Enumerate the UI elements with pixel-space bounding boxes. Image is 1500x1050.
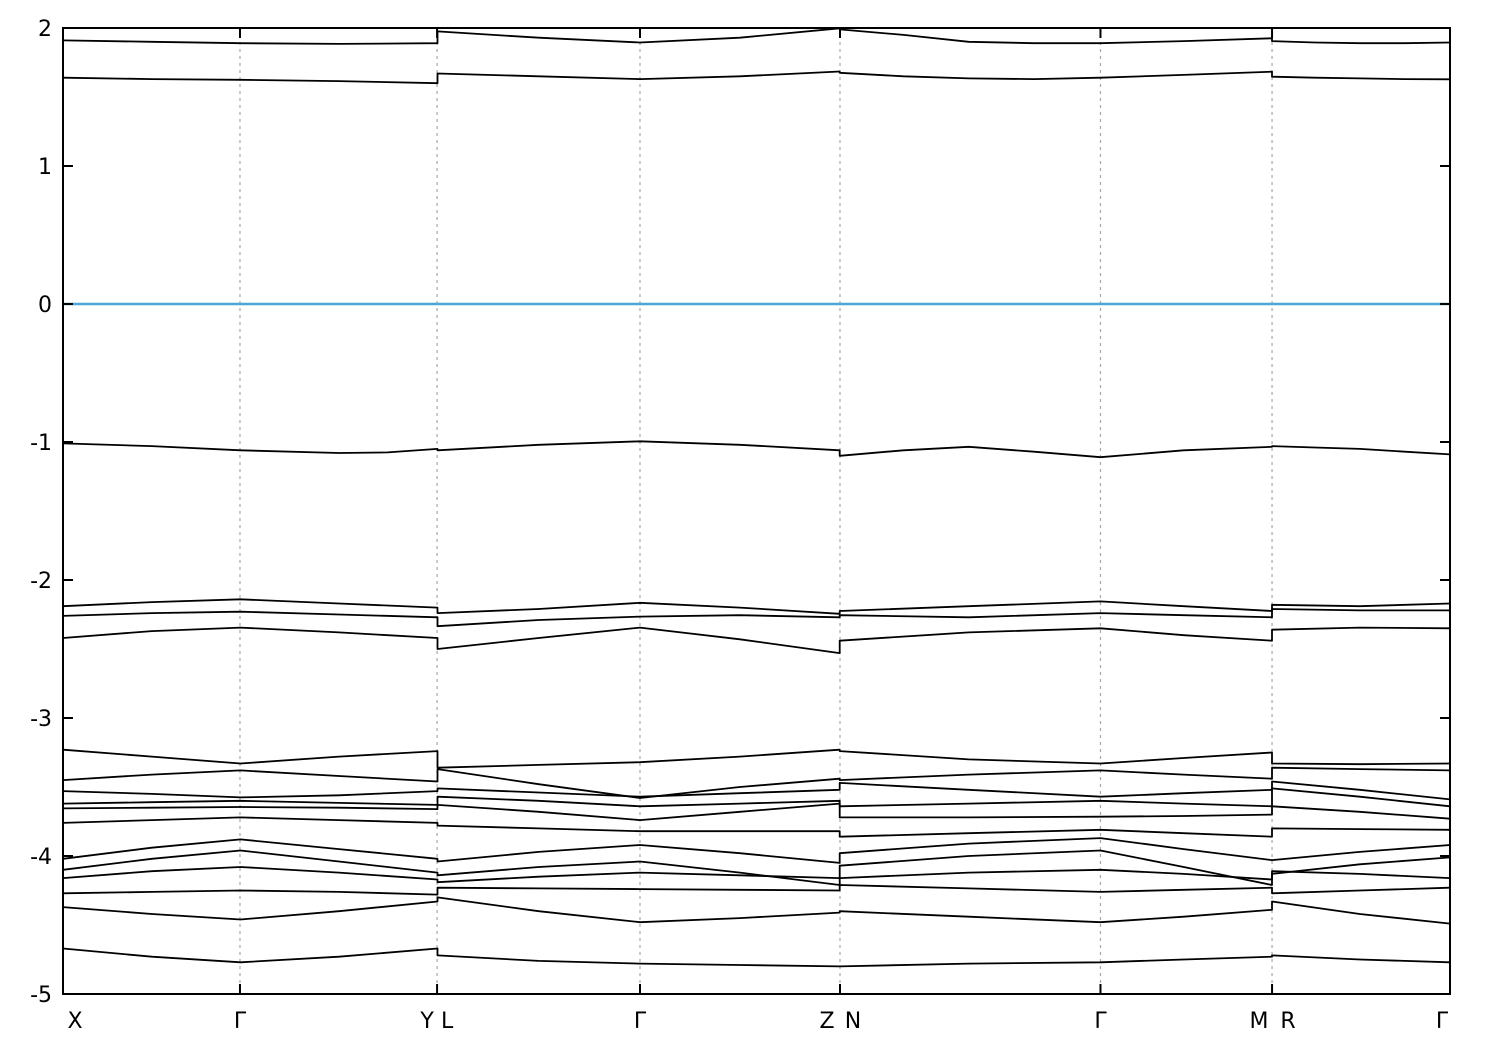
- band-line: [62, 626, 1451, 654]
- y-tick-label: 2: [38, 17, 52, 42]
- k-point-label: Γ: [234, 1009, 247, 1034]
- k-point-label: N: [845, 1009, 861, 1034]
- k-point-label: M: [1250, 1009, 1269, 1034]
- band-line: [62, 766, 1451, 799]
- band-line: [62, 896, 1451, 925]
- k-point-label: Z: [819, 1009, 834, 1034]
- k-point-label: L: [441, 1009, 454, 1034]
- y-tick-label: 1: [38, 155, 52, 180]
- y-tick-label: -2: [30, 569, 52, 594]
- band-line: [62, 837, 1451, 864]
- band-line: [62, 748, 1451, 769]
- k-point-label: X: [67, 1009, 82, 1034]
- k-point-label: Γ: [1436, 1009, 1449, 1034]
- band-line: [62, 884, 1451, 896]
- plot-border: [62, 27, 1451, 995]
- band-line: [62, 70, 1451, 85]
- band-line: [62, 849, 1451, 886]
- k-point-label: Γ: [1094, 1009, 1107, 1034]
- band-line: [62, 27, 1451, 45]
- y-tick-label: -4: [30, 845, 52, 870]
- y-tick-label: -3: [30, 707, 52, 732]
- y-tick-label: -5: [30, 983, 52, 1008]
- band-line: [62, 947, 1451, 968]
- band-line: [62, 440, 1451, 459]
- y-tick-label: 0: [38, 293, 52, 318]
- k-point-label: Y: [419, 1009, 434, 1034]
- band-line: [62, 816, 1451, 838]
- k-point-label: Γ: [634, 1009, 647, 1034]
- band-line: [62, 787, 1451, 808]
- band-line: [62, 866, 1451, 884]
- band-line: [62, 608, 1451, 628]
- y-tick-label: -1: [30, 431, 52, 456]
- band-line: [62, 802, 1451, 821]
- k-point-label: R: [1280, 1009, 1295, 1034]
